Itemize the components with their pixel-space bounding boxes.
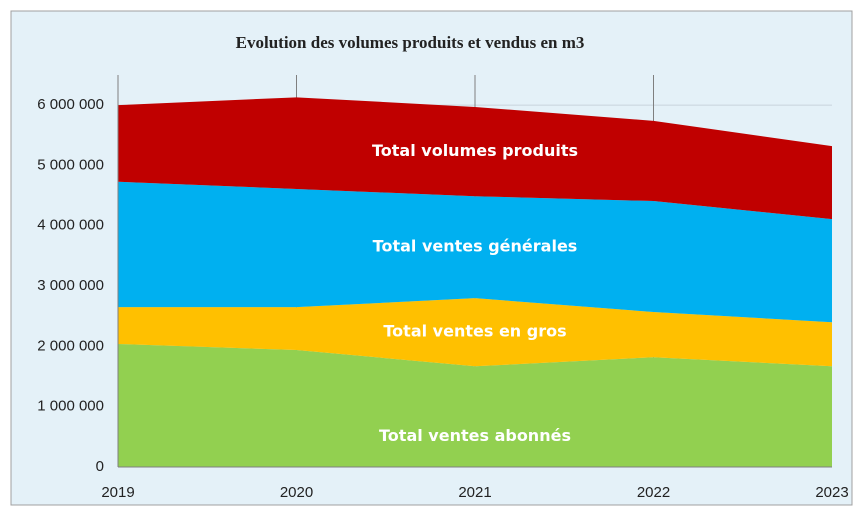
area [118, 97, 832, 220]
x-tick-label: 2021 [458, 484, 491, 501]
series-label: Total ventes abonnés [379, 426, 571, 445]
y-tick-label: 0 [96, 458, 104, 475]
x-tick-label: 2023 [815, 484, 848, 501]
y-tick-label: 4 000 000 [37, 217, 104, 234]
y-tick-label: 1 000 000 [37, 398, 104, 415]
y-tick-label: 5 000 000 [37, 156, 104, 173]
y-tick-label: 6 000 000 [37, 96, 104, 113]
area [118, 343, 832, 467]
y-tick-label: 3 000 000 [37, 277, 104, 294]
y-tick-label: 2 000 000 [37, 337, 104, 354]
series-label: Total volumes produits [372, 141, 578, 160]
x-tick-label: 2020 [280, 484, 313, 501]
x-tick-label: 2019 [101, 484, 134, 501]
series-label: Total ventes générales [373, 237, 578, 256]
area [118, 181, 832, 323]
chart-title: Evolution des volumes produits et vendus… [236, 33, 585, 52]
x-tick-label: 2022 [637, 484, 670, 501]
area [118, 298, 832, 367]
series-label: Total ventes en gros [383, 322, 566, 341]
